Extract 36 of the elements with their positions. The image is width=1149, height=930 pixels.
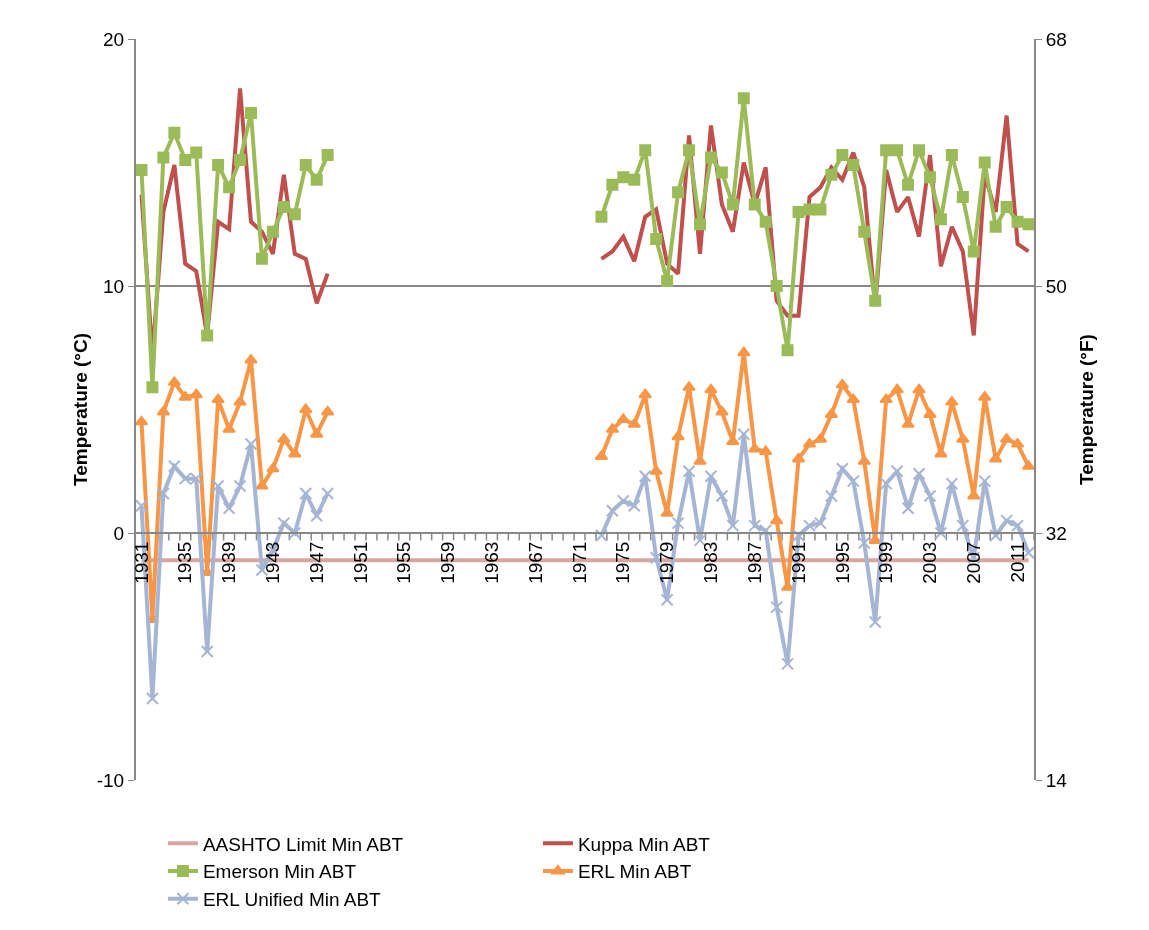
x-tick-label: 1995	[831, 541, 853, 584]
y2-tick-label: 50	[1045, 275, 1067, 297]
y2-axis-title: Temperature (°F)	[1075, 334, 1097, 485]
x-tick-label: 2007	[962, 541, 984, 584]
x-tick-label: 1935	[174, 541, 196, 584]
x-tick-label: 1971	[568, 541, 590, 584]
legend-label: ERL Unified Min ABT	[202, 889, 382, 911]
x-tick-label: 1983	[700, 541, 722, 584]
x-tick-label: 1967	[524, 541, 546, 584]
x-tick-label: 1943	[262, 541, 284, 584]
legend-label: Kuppa Min ABT	[577, 833, 711, 855]
x-tick-label: 1955	[393, 541, 415, 584]
legend-label: Emerson Min ABT	[202, 861, 357, 883]
y2-tick-label: 32	[1045, 522, 1067, 544]
x-tick-label: 1999	[875, 541, 897, 584]
y-tick-label: 0	[113, 522, 125, 544]
x-tick-label: 1991	[787, 541, 809, 584]
x-tick-label: 1975	[612, 541, 634, 584]
y-tick-label: -10	[96, 769, 125, 791]
x-tick-label: 2003	[919, 541, 941, 584]
legend-label: ERL Min ABT	[577, 861, 692, 883]
x-tick-label: 2011	[1006, 541, 1028, 583]
legend-label: AASHTO Limit Min ABT	[202, 833, 404, 855]
y-tick-label: 20	[103, 28, 125, 50]
y-axis-title: Temperature (°C)	[70, 333, 91, 486]
x-tick-label: 1931	[130, 541, 152, 584]
x-tick-label: 1963	[481, 541, 503, 584]
y-tick-label: 10	[103, 275, 125, 297]
x-tick-label: 1959	[437, 541, 459, 584]
x-tick-label: 1987	[743, 541, 765, 584]
x-tick-label: 1951	[349, 541, 371, 584]
y2-tick-label: 68	[1045, 28, 1067, 50]
x-tick-label: 1939	[218, 541, 240, 584]
y2-tick-label: 14	[1045, 769, 1068, 791]
x-tick-label: 1947	[305, 541, 327, 584]
x-tick-label: 1979	[656, 541, 678, 584]
